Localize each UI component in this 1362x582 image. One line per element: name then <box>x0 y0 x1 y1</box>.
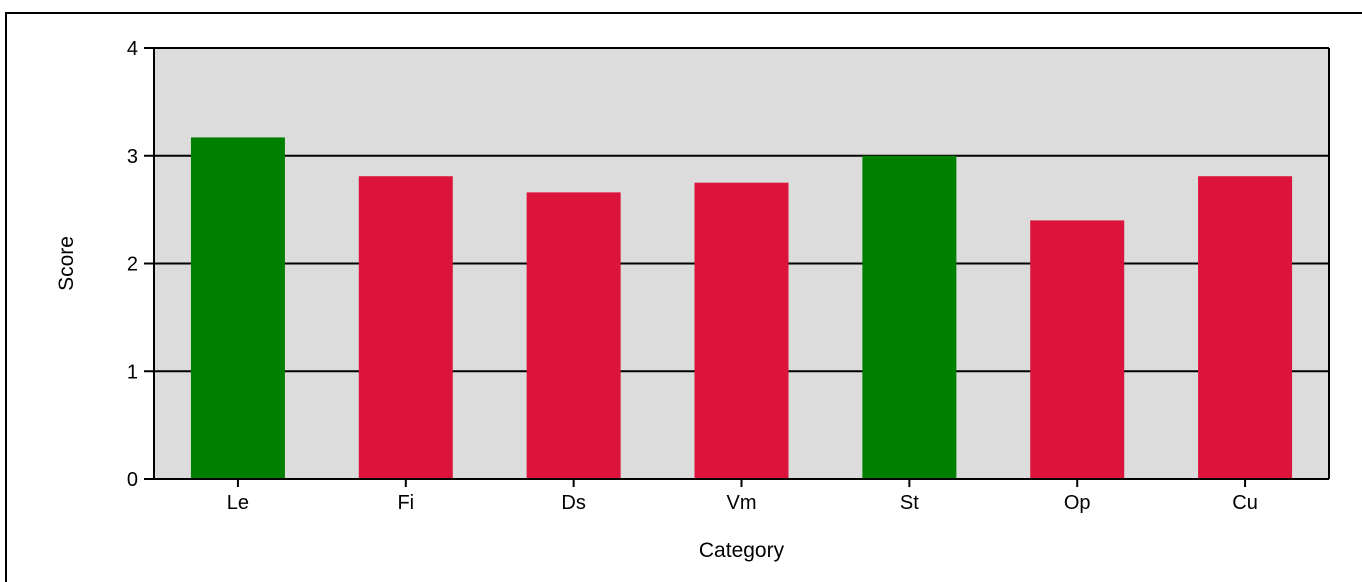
x-tick-label-cu: Cu <box>1232 492 1258 514</box>
x-tick-label-fi: Fi <box>397 492 414 514</box>
x-axis-title: Category <box>699 539 785 562</box>
bar-st <box>862 155 957 479</box>
bar-fi <box>358 176 453 479</box>
bar-vm <box>694 182 789 479</box>
y-ticks: 0 1 2 3 4 <box>127 38 154 491</box>
x-tick-label-vm: Vm <box>727 492 757 514</box>
bar-op <box>1030 220 1125 479</box>
y-tick-label: 1 <box>127 361 138 383</box>
x-tick-label-ds: Ds <box>561 492 585 514</box>
x-ticks: Le Fi Ds Vm St Op Cu <box>227 479 1258 514</box>
bar-cu <box>1198 176 1293 479</box>
x-tick-label-op: Op <box>1064 492 1091 514</box>
y-tick-label: 0 <box>127 469 138 491</box>
bars <box>190 137 1293 479</box>
y-axis-title: Score <box>55 236 78 291</box>
x-tick-label-le: Le <box>227 492 249 514</box>
x-tick-label-st: St <box>900 492 919 514</box>
y-tick-label: 2 <box>127 254 138 276</box>
bar-ds <box>526 192 621 479</box>
y-tick-label: 3 <box>127 146 138 168</box>
y-tick-label: 4 <box>127 38 138 60</box>
bar-le <box>190 137 285 479</box>
